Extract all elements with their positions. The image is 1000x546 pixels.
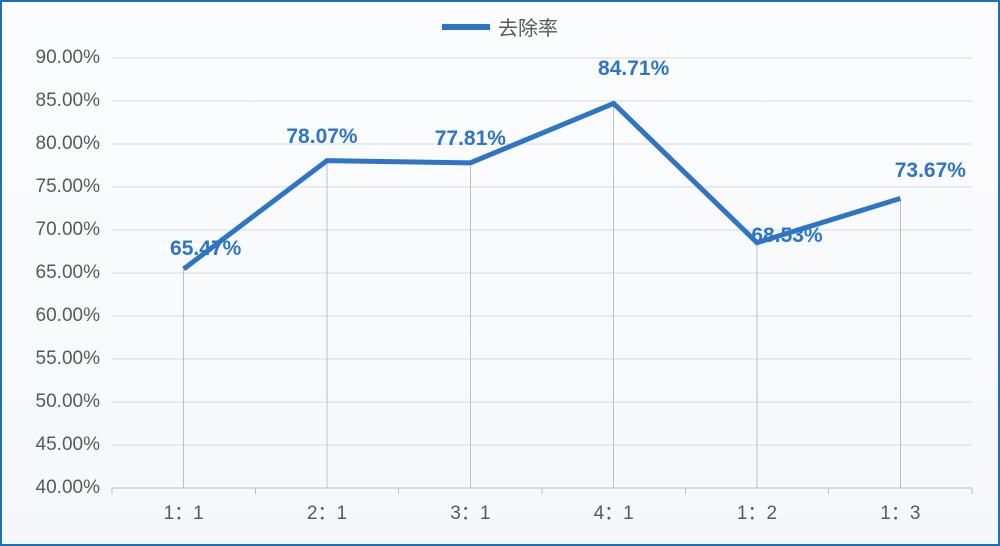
y-tick-label: 65.00%: [0, 262, 100, 284]
x-tick-label: 1：1: [164, 498, 204, 525]
y-tick-label: 60.00%: [0, 305, 100, 327]
data-label: 73.67%: [895, 159, 966, 183]
y-tick-label: 90.00%: [0, 47, 100, 69]
data-label: 84.71%: [598, 57, 669, 81]
y-tick-label: 80.00%: [0, 133, 100, 155]
legend-item: 去除率: [442, 12, 558, 41]
x-tick-label: 3：1: [450, 498, 490, 525]
chart-container: 去除率 40.00% 45.00% 50.00% 55.00% 60.00% 65.00%…: [0, 0, 1000, 546]
y-tick-label: 85.00%: [0, 90, 100, 112]
data-label: 77.81%: [435, 127, 506, 151]
x-tick-label: 2：1: [307, 498, 347, 525]
x-tick-label: 1：2: [737, 498, 777, 525]
x-tick-label: 4：1: [594, 498, 634, 525]
legend: 去除率: [2, 12, 998, 41]
legend-swatch: [442, 24, 490, 30]
y-tick-label: 50.00%: [0, 391, 100, 413]
legend-label: 去除率: [498, 12, 558, 41]
data-label: 68.53%: [751, 224, 822, 248]
y-tick-label: 70.00%: [0, 219, 100, 241]
plot-area: [112, 58, 972, 488]
y-tick-label: 55.00%: [0, 348, 100, 370]
x-tick-label: 1：3: [880, 498, 920, 525]
plot-svg: [112, 58, 972, 488]
data-label: 78.07%: [286, 125, 357, 149]
y-tick-label: 40.00%: [0, 477, 100, 499]
y-tick-label: 45.00%: [0, 434, 100, 456]
y-tick-label: 75.00%: [0, 176, 100, 198]
data-label: 65.47%: [170, 237, 241, 261]
